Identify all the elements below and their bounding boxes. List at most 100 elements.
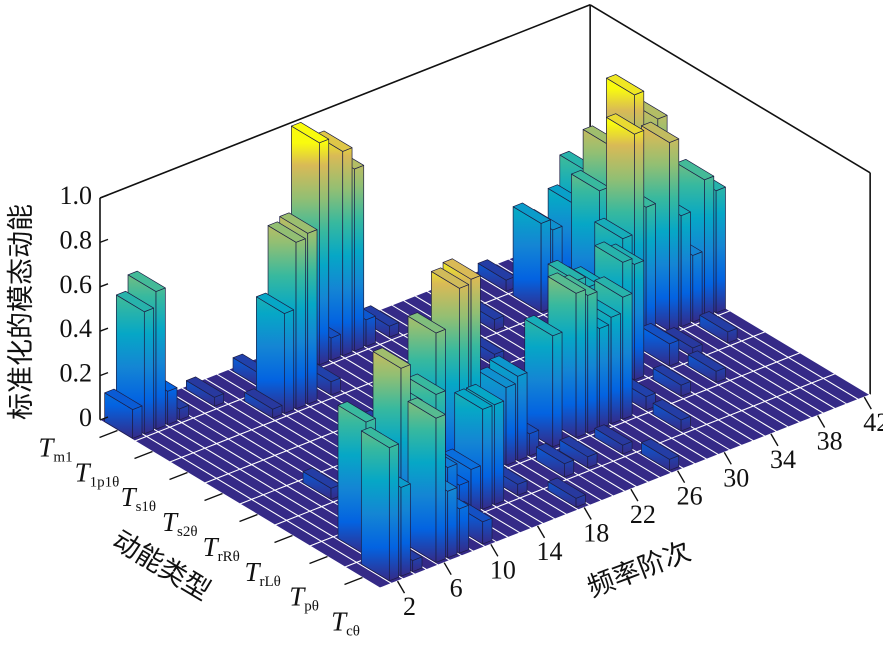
y-tick-subscript: cθ: [346, 624, 360, 640]
z-tick: [99, 327, 109, 332]
bar-left-face: [360, 430, 390, 582]
x-tick-label: 10: [490, 555, 516, 584]
bar: [104, 388, 143, 439]
z-tick: [99, 283, 109, 288]
x-tick: [817, 415, 826, 428]
box-edge: [99, 4, 591, 199]
y-tick-label: Tcθ: [331, 607, 360, 640]
bar-top-face: [524, 315, 563, 337]
bar-front-face: [354, 164, 365, 352]
bar-top-face: [442, 448, 481, 470]
bar-front-face: [669, 138, 680, 332]
z-tick: [99, 238, 109, 244]
bar-top-face: [594, 241, 633, 263]
y-tick: [274, 534, 293, 544]
x-tick-label: 26: [677, 482, 703, 511]
bar-top-face: [676, 158, 715, 181]
bar: [407, 397, 446, 563]
bar-front-face: [388, 443, 400, 582]
bar-top-face: [407, 312, 446, 334]
bar-top-face: [606, 113, 645, 135]
bar-top-face: [244, 388, 283, 410]
x-tick-label: 6: [450, 574, 463, 603]
bar-top-face: [186, 376, 225, 398]
bar-front-face: [599, 324, 610, 429]
y-tick-subscript: pθ: [304, 599, 319, 615]
bar-front-face: [482, 405, 493, 510]
bar-top-face: [664, 327, 703, 349]
x-tick: [490, 543, 499, 557]
bar-front-face: [330, 334, 341, 361]
bar-front-face: [284, 309, 295, 414]
bar-front-face: [610, 313, 621, 425]
bar-front-face: [143, 307, 155, 435]
bar-front-face: [167, 387, 178, 425]
axes-box: [99, 4, 871, 420]
bar-front-face: [622, 293, 633, 420]
z-tick-label: 0: [79, 403, 92, 432]
bar-front-face: [517, 372, 528, 461]
y-tick-subscript: 1p1θ: [90, 475, 120, 491]
y-tick: [204, 492, 223, 502]
y-tick-label: Ts2θ: [162, 507, 198, 540]
bar-front-face: [132, 405, 143, 439]
bar-top-face: [547, 259, 586, 282]
x-tick: [770, 433, 779, 447]
bar-front-face: [704, 175, 715, 318]
bar: [547, 477, 586, 508]
bar: [687, 350, 726, 383]
x-tick-label: 38: [817, 426, 843, 455]
bar: [524, 315, 563, 448]
y-tick-symbol: T: [121, 482, 138, 512]
bar-top-face: [360, 426, 400, 448]
y-tick-label: Tpθ: [289, 582, 319, 615]
bar-front-face: [634, 260, 645, 381]
bar-top-face: [337, 401, 376, 423]
bar-top-face: [687, 350, 726, 372]
y-tick-symbol: T: [331, 607, 348, 637]
x-tick: [443, 562, 452, 576]
bar-top-face: [115, 290, 155, 313]
bar: [512, 202, 551, 313]
bar-front-face: [482, 517, 493, 545]
bar: [536, 442, 575, 478]
bar-top-face: [641, 438, 680, 460]
bar-front-face: [715, 186, 726, 314]
bar-top-face: [291, 122, 330, 144]
bar-top-face: [512, 202, 551, 224]
box-edge: [589, 4, 871, 174]
y-tick-label: Tm1: [38, 433, 72, 466]
bar: [699, 311, 738, 344]
bar-front-face: [435, 414, 446, 563]
bar-top-face: [641, 323, 680, 345]
bar-top-face: [699, 311, 738, 333]
bar-top-face: [547, 272, 586, 294]
bar-top-face: [267, 221, 306, 243]
z-axis-title: 标准化的模态动能: [6, 204, 36, 420]
bar-top-face: [547, 477, 586, 499]
bar-top-face: [536, 442, 575, 465]
z-tick-label: 0.8: [60, 225, 93, 254]
z-tick: [99, 371, 109, 377]
x-tick: [676, 470, 686, 484]
y-tick: [134, 450, 153, 460]
bar-front-face: [552, 331, 563, 448]
x-tick: [723, 451, 732, 465]
y-tick: [239, 513, 258, 523]
z-tick-label: 0.6: [60, 270, 93, 299]
bar-front-face: [307, 229, 318, 405]
z-tick-label: 0.4: [60, 314, 93, 343]
bar-front-face: [575, 289, 586, 438]
z-tick-label: 0.2: [60, 359, 93, 388]
x-tick-label: 14: [537, 537, 563, 566]
bar-top-face: [652, 364, 691, 386]
bar: [256, 292, 295, 414]
y-tick: [99, 429, 118, 439]
bar-top-face: [594, 276, 633, 298]
bar-left-face: [407, 400, 437, 563]
x-tick-label: 2: [403, 592, 416, 621]
y-tick-label: T1p1θ: [75, 458, 120, 491]
bar-front-face: [459, 504, 470, 554]
bar-top-face: [477, 366, 516, 388]
y-tick-symbol: T: [289, 582, 306, 612]
